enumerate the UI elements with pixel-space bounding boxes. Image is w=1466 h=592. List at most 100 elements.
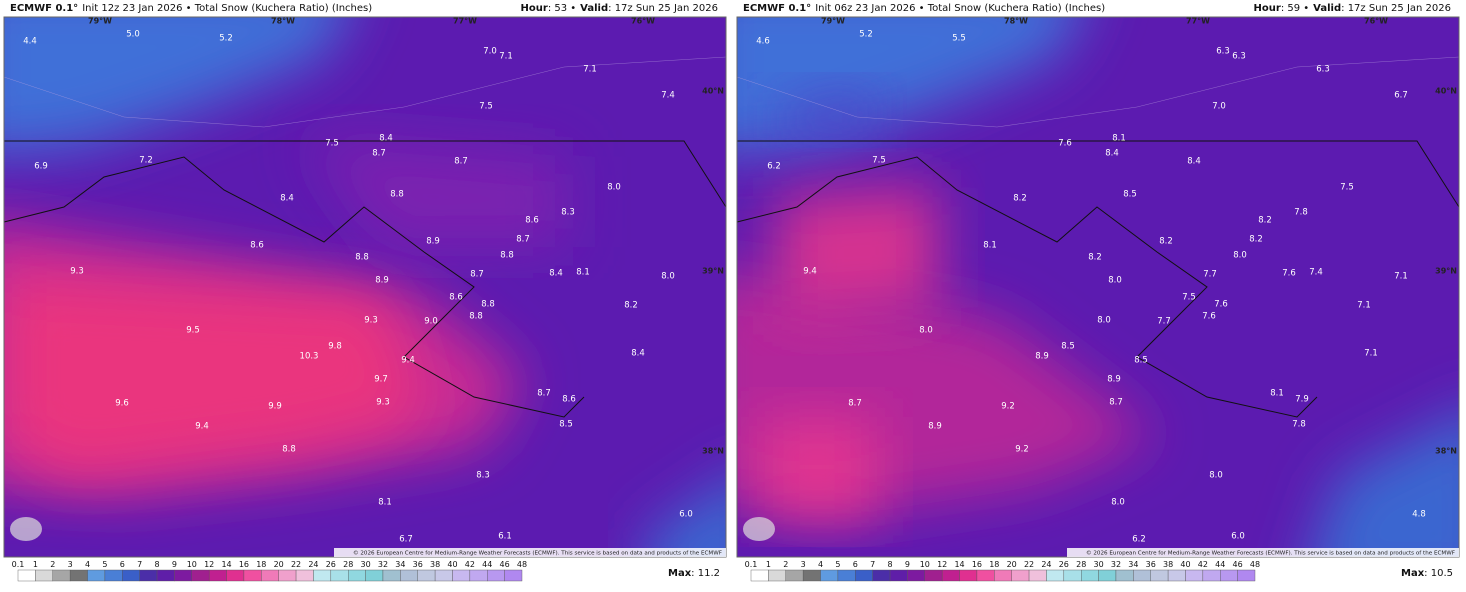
snow-value-label: 6.0 — [679, 510, 693, 520]
snow-value-label: 7.4 — [661, 91, 675, 101]
snow-value-label: 8.8 — [390, 190, 404, 200]
map: 79°W 78°W 77°W 76°W 40°N 39°N 38°N 4.6 5.2 5.5 6.3… — [736, 16, 1460, 558]
state-border — [3, 156, 585, 418]
snow-value-label: 5.2 — [859, 30, 873, 40]
colorbar-label: 18 — [989, 560, 999, 569]
snow-value-label: 7.5 — [872, 156, 886, 166]
max-number: : 11.2 — [691, 568, 720, 579]
colorbar-swatch — [1133, 569, 1151, 582]
colorbar-label: 38 — [430, 560, 440, 569]
colorbar-swatch — [174, 569, 192, 582]
snow-value-label: 8.2 — [1258, 216, 1272, 226]
colorbar-label: 6 — [853, 560, 858, 569]
colorbar-label: 3 — [801, 560, 806, 569]
colorbar-label: 36 — [413, 560, 423, 569]
field-shade — [757, 417, 877, 517]
lat-label: 38°N — [702, 447, 724, 456]
snow-value-label: 7.1 — [1394, 272, 1408, 282]
snow-value-label: 5.2 — [219, 34, 233, 44]
snow-value-label: 5.5 — [952, 34, 966, 44]
colorbar-label: 28 — [343, 560, 353, 569]
colorbar-label: 20 — [1007, 560, 1017, 569]
county-lines — [736, 56, 1460, 128]
colorbar-swatch — [208, 569, 227, 582]
colorbar-swatch — [1098, 569, 1117, 582]
colorbar-swatch — [261, 569, 279, 582]
snow-value-label: 8.7 — [516, 235, 530, 245]
field-shade — [644, 482, 726, 557]
snow-value-label: 6.2 — [1132, 535, 1146, 545]
colorbar-swatch — [1220, 569, 1238, 582]
panel: ECMWF 0.1° Init 12z 23 Jan 2026 • Total S… — [3, 3, 727, 582]
colorbar-label: 3 — [68, 560, 73, 569]
colorbar-label: 7 — [870, 560, 875, 569]
colorbar-label: 1 — [766, 560, 771, 569]
snow-value-label: 8.1 — [378, 498, 392, 508]
snow-value-label: 9.2 — [1001, 402, 1015, 412]
snow-value-label: 8.6 — [449, 293, 463, 303]
colorbar-swatch — [959, 569, 978, 582]
snow-value-label: 8.4 — [280, 194, 294, 204]
colorbar-swatch — [837, 569, 856, 582]
colorbar-swatch — [1011, 569, 1030, 582]
colorbar-swatch — [382, 569, 401, 582]
snow-value-label: 7.5 — [1340, 183, 1354, 193]
snow-value-label: 8.2 — [1249, 235, 1263, 245]
panel: ECMWF 0.1° Init 06z 23 Jan 2026 • Total S… — [736, 3, 1460, 582]
valid-label: Valid — [580, 3, 608, 14]
colorbar-label: 0.1 — [12, 560, 25, 569]
max-label: Max — [1401, 568, 1425, 579]
colorbar-swatch — [434, 569, 453, 582]
snow-value-label: 8.4 — [549, 269, 563, 279]
colorbar-label: 46 — [1233, 560, 1243, 569]
colorbar-swatch — [994, 569, 1012, 582]
hour-label: Hour — [1254, 3, 1281, 14]
colorbar-swatch — [768, 569, 786, 582]
panel-header: ECMWF 0.1° Init 12z 23 Jan 2026 • Total S… — [10, 3, 372, 14]
snow-value-label: 6.1 — [498, 532, 512, 542]
colorbar-swatch — [1167, 569, 1186, 582]
snow-value-label: 8.7 — [1109, 398, 1123, 408]
colorbar-label: 28 — [1076, 560, 1086, 569]
snow-value-label: 8.2 — [1159, 237, 1173, 247]
snow-value-label: 7.4 — [1309, 268, 1323, 278]
colorbar-label: 24 — [1041, 560, 1051, 569]
colorbar-swatch — [941, 569, 960, 582]
max-value: Max: 11.2 — [668, 568, 720, 579]
snow-value-label: 7.2 — [139, 156, 153, 166]
snow-value-label: 8.6 — [562, 395, 576, 405]
colorbar-label: 22 — [1024, 560, 1034, 569]
max-number: : 10.5 — [1424, 568, 1453, 579]
colorbar-label: 26 — [326, 560, 336, 569]
colorbar-swatch — [52, 569, 71, 582]
colorbar-label: 32 — [378, 560, 388, 569]
valid-value: : 17z Sun 25 Jan 2026 — [1341, 3, 1451, 14]
colorbar-swatch — [889, 569, 908, 582]
snow-value-label: 7.1 — [1364, 349, 1378, 359]
colorbar-swatch — [1063, 569, 1082, 582]
field-shade — [4, 17, 344, 154]
snow-value-label: 8.2 — [624, 301, 638, 311]
logo — [743, 517, 775, 541]
snow-value-label: 8.6 — [250, 241, 264, 251]
colorbar-swatch — [487, 569, 505, 582]
colorbar-swatch — [1237, 569, 1256, 582]
snow-value-label: 8.7 — [848, 399, 862, 409]
snow-value-label: 8.7 — [372, 149, 386, 159]
snow-value-label: 9.3 — [376, 398, 390, 408]
colorbar-swatch — [1185, 569, 1204, 582]
snow-value-label: 8.5 — [559, 420, 573, 430]
colorbar-swatch — [1028, 569, 1047, 582]
colorbar-label: 9 — [905, 560, 910, 569]
colorbar-label: 38 — [1163, 560, 1173, 569]
colorbar-label: 44 — [1215, 560, 1225, 569]
colorbar-swatch — [820, 569, 839, 582]
colorbar-label: 1 — [33, 560, 38, 569]
snow-value-label: 5.0 — [126, 30, 140, 40]
colorbar-swatch — [452, 569, 471, 582]
snow-value-label: 8.0 — [607, 183, 621, 193]
colorbar-label: 48 — [517, 560, 527, 569]
snow-value-label: 8.0 — [1108, 276, 1122, 286]
field-shade — [4, 277, 424, 477]
